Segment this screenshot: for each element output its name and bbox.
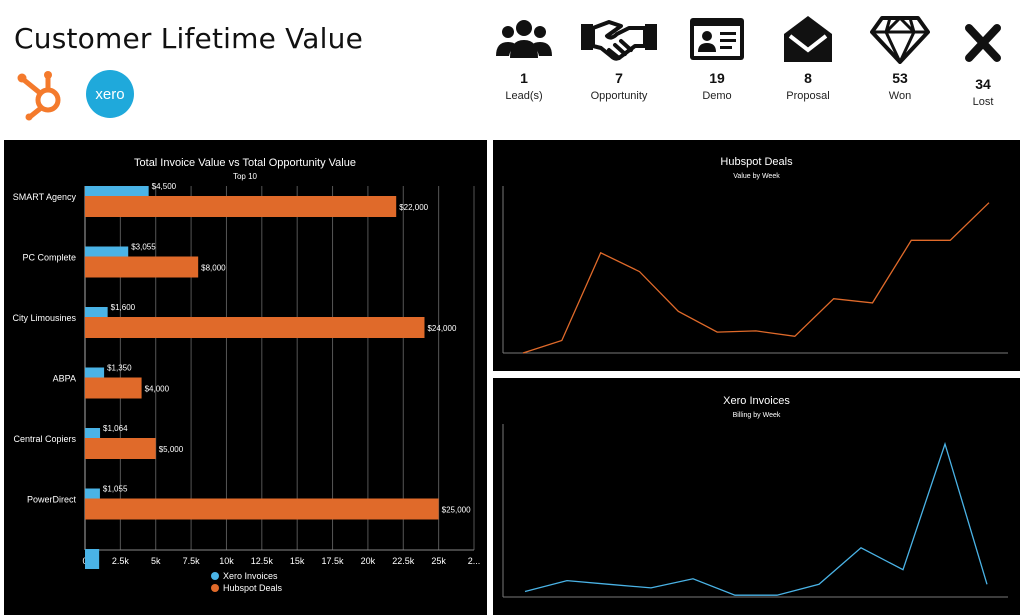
category-label: Central Copiers: [13, 434, 76, 444]
x-tick-label: 2...: [468, 556, 481, 566]
bar-hubspot-deals: [85, 438, 156, 459]
bar-data-label: $5,000: [159, 445, 184, 454]
bar-data-label: $24,000: [427, 324, 456, 333]
envelope-open-icon: [784, 16, 832, 62]
legend-swatch: [211, 572, 219, 580]
stat-demo[interactable]: 19 Demo: [672, 14, 762, 102]
bar-data-label: $4,500: [152, 182, 177, 191]
xero-logo: xero: [86, 70, 134, 118]
bar-hubspot-deals: [85, 377, 142, 399]
stat-won[interactable]: 53 Won: [855, 14, 945, 102]
bar-hubspot-deals: [85, 317, 425, 338]
bar-data-label: $8,000: [201, 264, 226, 273]
x-tick-label: 25k: [431, 556, 446, 566]
stat-count: 34: [975, 76, 991, 92]
category-label: PC Complete: [22, 253, 76, 263]
stat-label: Demo: [702, 90, 732, 102]
legend-swatch: [211, 584, 219, 592]
xero-invoices-panel: Xero Invoices Billing by Week: [493, 378, 1020, 615]
hubspot-logo: [17, 71, 61, 121]
hubspot-deals-chart: Hubspot Deals Value by Week: [502, 156, 1008, 354]
x-tick-label: 22.5k: [392, 556, 415, 566]
x-tick-label: 2.5k: [112, 556, 130, 566]
stat-count: 53: [892, 70, 908, 86]
hubspot-deals-panel: Hubspot Deals Value by Week: [493, 140, 1020, 371]
bar-data-label: $4,000: [145, 385, 170, 394]
category-label: PowerDirect: [27, 495, 77, 505]
x-tick-label: 10k: [219, 556, 234, 566]
chart-subtitle: Billing by Week: [733, 412, 781, 419]
xero-invoices-chart: Xero Invoices Billing by Week: [502, 395, 1008, 598]
invoice-vs-opportunity-chart: Total Invoice Value vs Total Opportunity…: [12, 157, 481, 593]
chart-subtitle: Value by Week: [733, 173, 780, 180]
bar-data-label: $25,000: [442, 506, 471, 515]
x-tick-label: 20k: [361, 556, 376, 566]
bar-data-label: $1,350: [107, 364, 132, 373]
bar-hubspot-deals: [85, 196, 397, 217]
handshake-icon: [581, 20, 657, 61]
x-tick-label: 15k: [290, 556, 305, 566]
stat-count: 8: [804, 70, 812, 86]
stat-count: 19: [709, 70, 725, 86]
x-tick-label: 7.5k: [183, 556, 201, 566]
category-label: SMART Agency: [13, 192, 77, 202]
x-tick-label: 5k: [151, 556, 161, 566]
bar-hubspot-deals: [85, 498, 439, 520]
x-tick-label: 17.5k: [322, 556, 345, 566]
bar-xero-invoices: [85, 549, 100, 569]
category-label: ABPA: [53, 374, 76, 384]
stat-label: Lost: [972, 96, 994, 108]
bar-data-label: $1,064: [103, 424, 128, 433]
page-title: Customer Lifetime Value: [14, 22, 364, 55]
stat-count: 1: [520, 70, 528, 86]
series-line: [522, 202, 990, 354]
id-card-icon: [690, 18, 744, 60]
stat-lost[interactable]: 34 Lost: [938, 20, 1024, 108]
legend-label: Hubspot Deals: [223, 583, 283, 593]
legend-label: Xero Invoices: [223, 571, 278, 581]
bar-data-label: $1,600: [111, 303, 136, 312]
diamond-icon: [870, 16, 930, 64]
invoice-vs-opportunity-panel: Total Invoice Value vs Total Opportunity…: [4, 140, 487, 615]
bar-hubspot-deals: [85, 256, 199, 278]
close-icon: [965, 24, 1001, 62]
stat-opportunity[interactable]: 7 Opportunity: [574, 14, 664, 102]
bar-data-label: $1,055: [103, 485, 128, 494]
stat-label: Lead(s): [505, 90, 543, 102]
stat-leads[interactable]: 1 Lead(s): [479, 14, 569, 102]
x-tick-label: 12.5k: [251, 556, 274, 566]
chart-title: Total Invoice Value vs Total Opportunity…: [134, 157, 356, 169]
category-label: City Limousines: [12, 313, 76, 323]
svg-text:xero: xero: [95, 86, 124, 103]
chart-title: Hubspot Deals: [720, 156, 793, 168]
stat-count: 7: [615, 70, 623, 86]
series-line: [524, 441, 988, 596]
stat-proposal[interactable]: 8 Proposal: [763, 14, 853, 102]
stat-label: Won: [888, 90, 912, 102]
chart-subtitle: Top 10: [233, 172, 258, 181]
stat-label: Opportunity: [590, 90, 648, 102]
bar-data-label: $22,000: [399, 203, 428, 212]
stat-label: Proposal: [786, 90, 830, 102]
bar-data-label: $3,055: [131, 243, 156, 252]
users-icon: [496, 20, 552, 58]
chart-title: Xero Invoices: [723, 395, 790, 407]
